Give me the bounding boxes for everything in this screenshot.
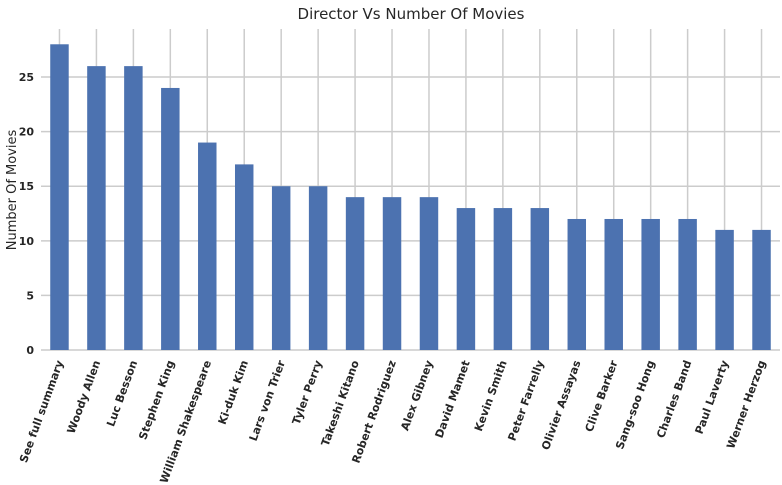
bar-olivier-assayas	[567, 218, 587, 350]
x-tick-label: Paul Laverty	[693, 359, 732, 436]
bar-sang-soo-hong	[641, 218, 660, 350]
bar-robert-rodriguez	[382, 197, 402, 350]
x-tick-label: Luc Besson	[104, 359, 140, 429]
x-tick-label: Takeshi Kitano	[319, 358, 362, 448]
x-tick-label: Kevin Smith	[472, 359, 510, 434]
bar-william-shakespeare	[198, 142, 217, 350]
bar-werner-herzog	[752, 229, 771, 350]
y-tick-label: 10	[19, 235, 35, 248]
x-tick-label: Stephen King	[136, 359, 177, 442]
bar-layer	[50, 44, 771, 351]
bar-see-full-summary	[50, 44, 69, 351]
bar-ki-duk-kim	[234, 164, 254, 350]
bar-david-mamet	[456, 208, 476, 350]
bar-lars-von-trier	[271, 186, 291, 350]
x-tick-label: Sang-soo Hong	[613, 359, 657, 451]
y-tick-labels: 0 5 10 15 20 25	[19, 71, 35, 357]
bar-stephen-king	[161, 87, 180, 351]
x-tick-label: Clive Barker	[583, 358, 621, 434]
x-tick-label: Lars von Trier	[247, 358, 288, 443]
bar-takeshi-kitano	[345, 197, 365, 350]
bar-kevin-smith	[493, 208, 513, 350]
bar-clive-barker	[604, 218, 623, 350]
bar-tyler-perry	[308, 186, 328, 350]
x-tick-label: Tyler Perry	[290, 359, 325, 427]
bar-luc-besson	[124, 66, 143, 351]
bar-woody-allen	[87, 66, 106, 351]
bar-peter-farrelly	[530, 208, 550, 350]
bar-charles-band	[678, 218, 697, 350]
x-tick-label: Ki-duk Kim	[216, 359, 251, 427]
x-tick-label: Werner Herzog	[724, 359, 768, 451]
grid-layer	[41, 29, 780, 351]
y-tick-label: 0	[26, 344, 34, 357]
x-tick-label: Charles Band	[654, 359, 694, 440]
y-tick-label: 15	[19, 180, 34, 193]
y-axis-label: Number Of Movies	[5, 130, 20, 251]
x-tick-label: David Mamet	[433, 359, 473, 440]
x-tick-label: Olivier Assayas	[539, 358, 584, 452]
chart-title: Director Vs Number Of Movies	[298, 5, 525, 23]
x-tick-label: Alex Gibney	[398, 359, 435, 433]
y-tick-label: 5	[26, 289, 34, 302]
y-tick-label: 25	[19, 71, 34, 84]
x-tick-label: Woody Allen	[65, 359, 104, 436]
bar-alex-gibney	[419, 197, 439, 350]
x-tick-label: Peter Farrelly	[505, 359, 546, 443]
x-tick-label: See full summary	[17, 359, 66, 465]
y-tick-label: 20	[19, 126, 35, 139]
bar-paul-laverty	[715, 229, 734, 350]
